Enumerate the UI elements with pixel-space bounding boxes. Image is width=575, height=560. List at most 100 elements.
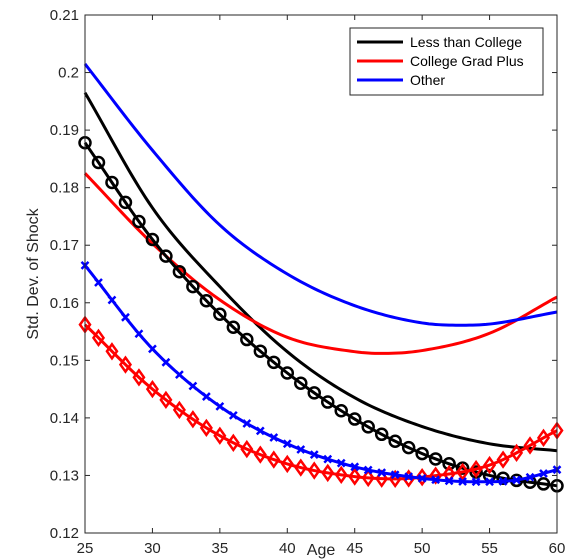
circle-marker (267, 355, 281, 370)
x-marker (323, 454, 333, 464)
circle-marker (536, 477, 551, 491)
x-marker (228, 410, 238, 420)
diamond-marker (483, 455, 497, 475)
diamond-marker (321, 463, 335, 483)
diamond-marker (267, 450, 281, 469)
x-marker (148, 344, 157, 354)
x-marker (485, 477, 494, 487)
axes-box (84, 14, 558, 534)
y-tick-label: 0.17 (50, 237, 79, 254)
x-marker (350, 462, 360, 472)
diamond-marker (240, 439, 254, 459)
diamond-marker (253, 445, 267, 464)
x-tick-label: 40 (279, 540, 296, 557)
circle-marker (361, 420, 375, 434)
diamond-marker (213, 426, 227, 445)
y-axis-title: Std. Dev. of Shock (25, 207, 42, 339)
x-marker (255, 426, 265, 436)
circle-marker (213, 307, 227, 322)
x-marker (336, 458, 346, 468)
x-marker (175, 370, 184, 380)
diamond-marker (348, 467, 362, 486)
circle-marker (159, 249, 173, 263)
circle-marker (428, 452, 443, 466)
x-marker (512, 475, 521, 485)
x-marker (107, 295, 117, 305)
series-line (83, 91, 558, 453)
x-marker (188, 381, 198, 391)
legend-label: Other (410, 72, 445, 88)
plot-area (85, 15, 557, 533)
y-tick-label: 0.13 (50, 467, 79, 484)
diamond-marker (307, 461, 321, 480)
x-marker (309, 450, 319, 459)
diamond-marker (469, 459, 483, 479)
diamond-marker (536, 428, 551, 447)
x-marker (363, 465, 373, 475)
x-marker (134, 329, 144, 339)
circle-marker (145, 232, 160, 247)
x-tick-label: 60 (549, 540, 566, 557)
x-marker (444, 476, 454, 486)
diamond-marker (429, 466, 443, 485)
circle-marker (240, 332, 254, 347)
x-marker (390, 470, 400, 480)
y-axis: 0.12 0.13 0.14 0.15 0.16 0.17 0.18 0.19 0.2 0.21 (50, 7, 557, 542)
legend-label: Less than College (410, 34, 522, 50)
x-marker (498, 477, 508, 486)
circle-marker (374, 427, 389, 442)
circle-marker (496, 471, 510, 486)
diamond-marker (132, 368, 146, 387)
y-tick-label: 0.18 (50, 180, 79, 197)
x-marker (201, 392, 211, 401)
circle-marker (132, 214, 146, 229)
x-marker (161, 357, 171, 367)
x-marker (471, 477, 481, 487)
y-tick-label: 0.19 (50, 122, 79, 139)
circle-marker (280, 366, 295, 380)
x-axis-title: Age (307, 542, 336, 559)
x-tick-label: 30 (144, 540, 161, 557)
x-marker (215, 401, 225, 411)
circle-marker (105, 175, 119, 190)
x-tick-label: 25 (77, 540, 94, 557)
circle-marker (347, 412, 362, 426)
x-marker (458, 477, 467, 486)
circle-marker (294, 376, 308, 390)
x-marker (282, 439, 292, 449)
y-tick-label: 0.16 (50, 295, 79, 312)
circle-marker (172, 264, 187, 279)
x-tick-label: 50 (414, 540, 431, 557)
circle-marker (186, 279, 200, 294)
circle-marker (253, 344, 268, 358)
diamond-marker (523, 436, 537, 455)
diamond-marker (172, 400, 186, 420)
x-marker (242, 419, 252, 428)
diamond-marker (159, 390, 173, 410)
y-tick-label: 0.21 (50, 7, 79, 24)
circle-marker (118, 195, 133, 210)
diamond-marker (294, 458, 308, 477)
diamond-marker (91, 328, 106, 347)
diamond-marker (280, 454, 294, 474)
circle-marker (401, 440, 416, 455)
series-line (83, 62, 558, 327)
circle-marker (442, 457, 456, 471)
series-2 (83, 62, 558, 327)
x-marker (121, 312, 130, 322)
y-tick-label: 0.15 (50, 352, 79, 369)
diamond-marker (334, 465, 348, 485)
circle-marker (320, 395, 335, 409)
circle-marker (334, 404, 348, 418)
diamond-marker (199, 418, 213, 438)
x-marker (539, 469, 548, 478)
x-tick-label: 55 (481, 540, 498, 557)
diamond-marker (105, 342, 119, 361)
circle-marker (307, 386, 322, 400)
x-marker (417, 473, 427, 483)
circle-marker (226, 320, 241, 335)
x-marker (94, 278, 103, 287)
series-layer (78, 62, 564, 493)
x-tick-label: 45 (346, 540, 363, 557)
x-marker (269, 433, 279, 442)
